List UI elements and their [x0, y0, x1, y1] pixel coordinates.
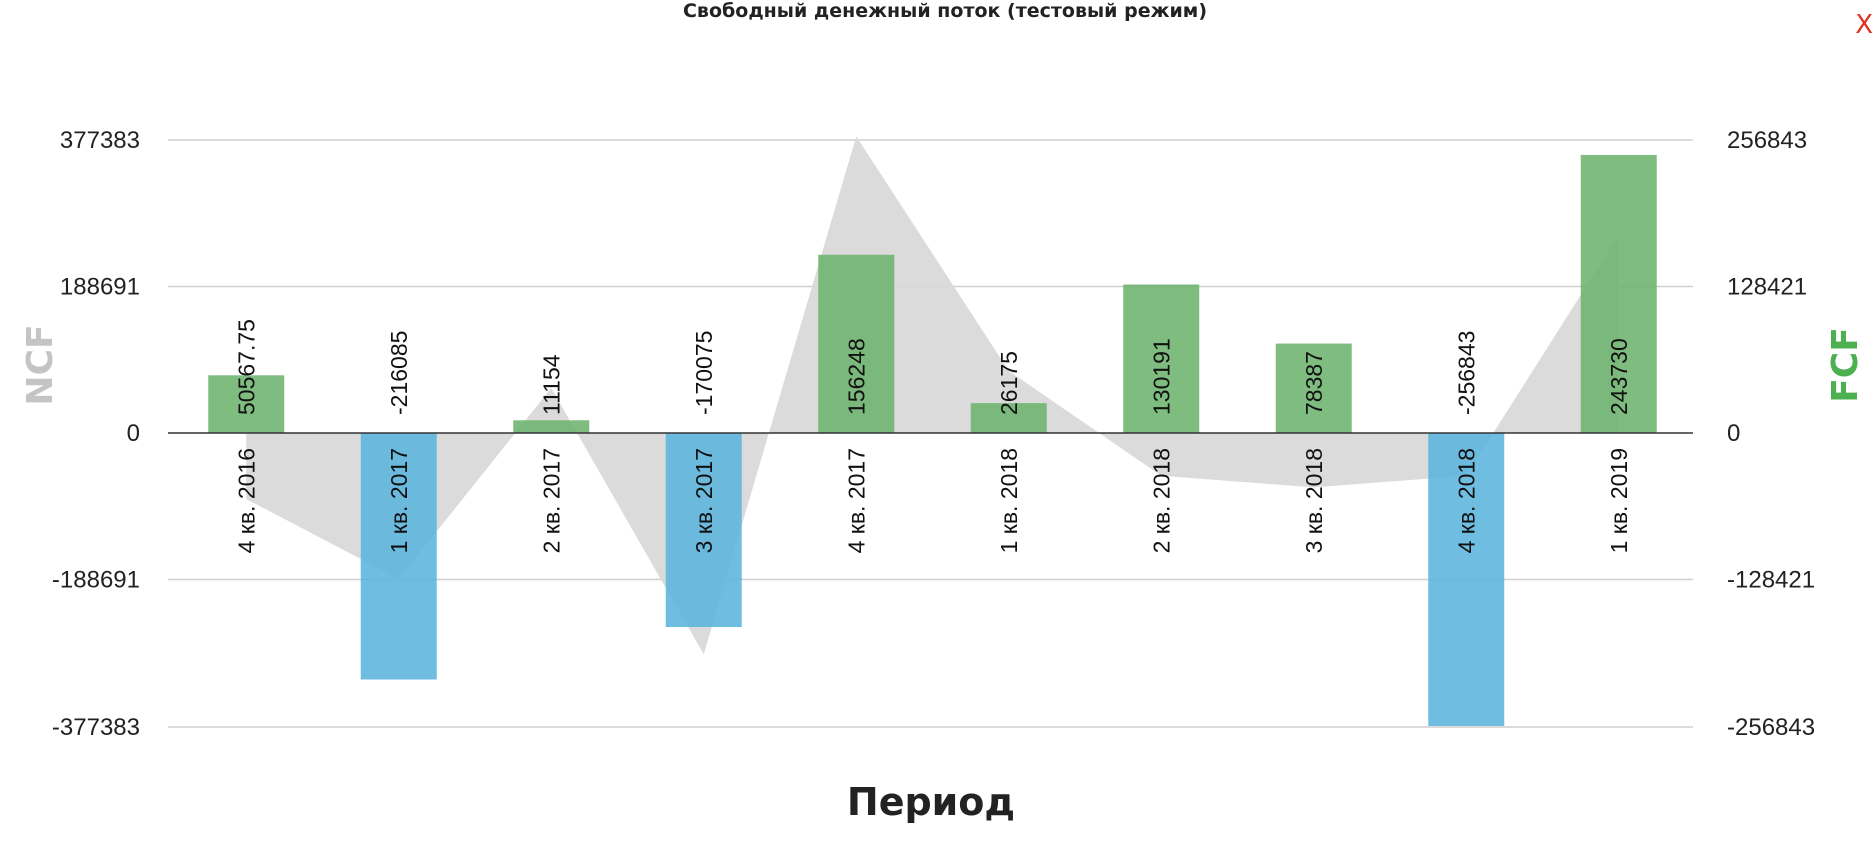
- fcf-bar: [1580, 154, 1657, 433]
- fcf-bar: [818, 254, 895, 433]
- y-axis-right-title: FCF: [1825, 327, 1866, 403]
- category-label: 2 кв. 2017: [538, 448, 564, 553]
- data-label: -216085: [386, 331, 412, 415]
- y-tick-left: -188691: [52, 567, 140, 594]
- ncf-area: [246, 136, 1619, 655]
- data-label: -256843: [1453, 331, 1479, 415]
- category-label: 1 кв. 2018: [996, 448, 1022, 553]
- data-label: 243730: [1606, 338, 1632, 415]
- fcf-bar: [970, 403, 1047, 433]
- fcf-bar: [1275, 343, 1352, 433]
- y-tick-right: -128421: [1727, 567, 1815, 594]
- data-label: 11154: [538, 354, 564, 415]
- y-tick-left: -377383: [52, 714, 140, 741]
- fcf-bar: [208, 375, 285, 433]
- data-label: 130191: [1148, 338, 1174, 415]
- fcf-bar: [1428, 433, 1505, 726]
- label-layer: 50567.75 -216085 11154 -170075 156248 26175 13…: [233, 319, 1632, 553]
- category-label: 4 кв. 2018: [1453, 448, 1479, 553]
- bar-layer: [208, 154, 1657, 726]
- close-button[interactable]: X: [1855, 10, 1873, 40]
- data-label: 156248: [843, 338, 869, 415]
- fcf-bar: [665, 433, 742, 628]
- category-label: 3 кв. 2017: [691, 448, 717, 553]
- data-label: -170075: [691, 331, 717, 415]
- chart-title: Свободный денежный поток (тестовый режим…: [682, 0, 1208, 22]
- y-tick-right: 0: [1727, 420, 1740, 447]
- data-label: 50567.75: [233, 319, 259, 415]
- category-label: 2 кв. 2018: [1148, 448, 1174, 553]
- category-label: 1 кв. 2017: [386, 448, 412, 553]
- x-axis-title: Период: [847, 780, 1015, 824]
- y-tick-right: 128421: [1727, 274, 1807, 301]
- y-tick-right: -256843: [1727, 714, 1815, 741]
- fcf-bar: [513, 420, 590, 433]
- y-tick-right: 256843: [1727, 127, 1807, 154]
- y-tick-left: 377383: [60, 127, 140, 154]
- fcf-bar: [360, 433, 437, 680]
- category-label: 1 кв. 2019: [1606, 448, 1632, 553]
- data-label: 78387: [1301, 351, 1327, 415]
- data-label: 26175: [996, 351, 1022, 415]
- fcf-bar: [1123, 284, 1200, 433]
- y-tick-left: 188691: [60, 274, 140, 301]
- axis-layer: 377383 188691 0 -188691 -377383 256843 128421 0…: [20, 127, 1866, 824]
- category-label: 4 кв. 2016: [233, 448, 259, 553]
- category-label: 3 кв. 2018: [1301, 448, 1327, 553]
- y-tick-left: 0: [127, 420, 140, 447]
- y-axis-left-title: NCF: [20, 324, 61, 405]
- category-label: 4 кв. 2017: [843, 448, 869, 553]
- area-layer: [246, 136, 1619, 655]
